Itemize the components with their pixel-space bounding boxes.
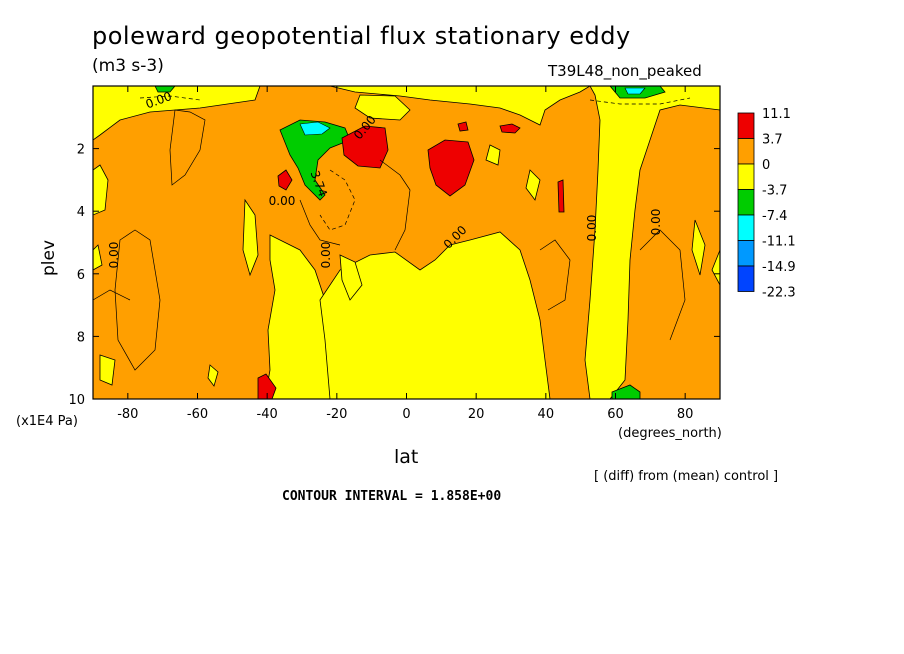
y-axis: 2 4 6 8 10 bbox=[68, 143, 720, 408]
x-tick-label: 60 bbox=[607, 407, 624, 422]
colorbar-label: -3.7 bbox=[762, 184, 787, 199]
diff-note: [ (diff) from (mean) control ] bbox=[594, 469, 779, 484]
colorbar-swatch bbox=[737, 163, 755, 190]
colorbar-swatch bbox=[737, 214, 755, 241]
x-axis-title: lat bbox=[394, 446, 419, 468]
run-label: T39L48_non_peaked bbox=[548, 62, 702, 80]
colorbar-label: -7.4 bbox=[762, 209, 787, 224]
field-positive-strong bbox=[257, 121, 565, 399]
x-axis: -80 -60 -40 -20 0 20 40 60 80 bbox=[117, 86, 693, 422]
colorbar-label: 3.7 bbox=[762, 133, 783, 148]
colorbar-label: 11.1 bbox=[762, 107, 791, 122]
y-tick-label: 6 bbox=[77, 268, 85, 283]
chart-title: poleward geopotential flux stationary ed… bbox=[92, 22, 631, 50]
y-axis-units: (x1E4 Pa) bbox=[16, 414, 78, 429]
x-tick-label: 40 bbox=[538, 407, 555, 422]
colorbar-label: -14.9 bbox=[762, 260, 796, 275]
chart-units: (m3 s-3) bbox=[92, 56, 164, 76]
colorbar-swatch bbox=[737, 240, 755, 267]
field-negative-weak bbox=[93, 86, 720, 399]
field-negative-strong bbox=[299, 87, 646, 136]
colorbar-swatch bbox=[737, 138, 755, 165]
x-axis-units: (degrees_north) bbox=[618, 426, 722, 441]
y-tick-label: 4 bbox=[77, 205, 85, 220]
colorbar: 11.1 3.7 0 -3.7 -7.4 -11.1 -14.9 -22.3 bbox=[737, 107, 796, 301]
contour-label: 0.00 bbox=[107, 242, 121, 269]
contour-label: 0.00 bbox=[585, 215, 599, 242]
contour-label: 0.00 bbox=[269, 194, 296, 208]
contour-label: 0.00 bbox=[649, 209, 663, 236]
colorbar-swatch bbox=[737, 112, 755, 139]
colorbar-label: -11.1 bbox=[762, 235, 796, 250]
y-axis-title: plev bbox=[39, 240, 59, 276]
colorbar-swatch bbox=[737, 265, 755, 292]
y-tick-label: 10 bbox=[68, 393, 85, 408]
colorbar-label: -22.3 bbox=[762, 286, 796, 301]
x-tick-label: 80 bbox=[677, 407, 694, 422]
y-tick-label: 2 bbox=[77, 143, 85, 158]
contour-lines bbox=[93, 109, 686, 371]
x-tick-label: -60 bbox=[187, 407, 208, 422]
negative-contours bbox=[139, 95, 691, 231]
contour-interval: CONTOUR INTERVAL = 1.858E+00 bbox=[282, 489, 502, 504]
x-tick-label: -80 bbox=[117, 407, 138, 422]
contour-label: 0.00 bbox=[319, 242, 333, 269]
x-tick-label: 20 bbox=[468, 407, 485, 422]
y-tick-label: 8 bbox=[77, 330, 85, 345]
x-tick-label: -40 bbox=[257, 407, 278, 422]
x-tick-label: -20 bbox=[326, 407, 347, 422]
colorbar-swatch bbox=[737, 189, 755, 216]
x-tick-label: 0 bbox=[402, 407, 410, 422]
colorbar-label: 0 bbox=[762, 158, 770, 173]
